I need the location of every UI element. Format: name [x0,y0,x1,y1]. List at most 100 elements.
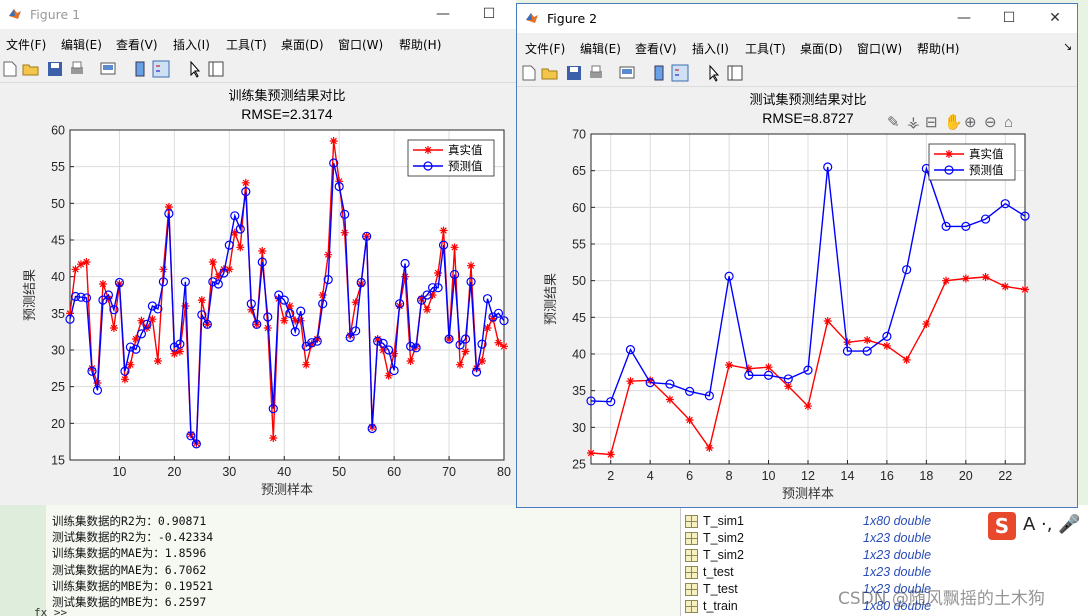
data-point [467,261,476,270]
ime-indicator[interactable]: A ·, 🎤 [1023,514,1081,535]
zoom-in-icon[interactable]: ⊕ [964,114,977,131]
data-point [862,346,872,356]
data-point [186,431,196,441]
pan-icon[interactable]: ✋ [944,113,963,131]
zoom-out-icon[interactable]: ⊖ [984,114,997,131]
data-point [406,357,415,365]
data-point [224,240,234,250]
open-file-icon[interactable] [541,64,559,82]
variable-icon [685,549,698,562]
workspace-row[interactable]: t_train 1x80 double [681,598,1088,615]
new-figure-icon[interactable] [520,64,538,82]
menu-view[interactable]: 查看(V) [116,38,158,52]
brush-icon[interactable]: ✎ [887,114,900,131]
menu-file[interactable]: 文件(F) [6,38,47,52]
home-icon[interactable]: ⌂ [1004,114,1013,131]
new-figure-icon[interactable] [1,60,19,78]
menu-desktop[interactable]: 桌面(D) [800,42,843,56]
command-output-line: 测试集数据的MAE为：6.7062 [52,562,207,577]
data-point [763,370,774,380]
command-prompt[interactable]: fx >> [34,606,68,616]
data-point [340,209,350,219]
menu-edit[interactable]: 编辑(E) [61,38,102,52]
ime-logo-icon[interactable]: S [988,512,1016,540]
colorbar-icon[interactable] [131,60,149,78]
data-point [417,294,426,303]
workspace-row[interactable]: T_sim2 1x23 double [681,547,1088,564]
y-tick-label: 40 [51,270,65,284]
data-point [922,319,931,328]
link-plot-icon[interactable] [618,64,636,82]
datatip-icon[interactable]: ⊟ [925,114,938,131]
figure2-chart[interactable]: ✎ ⚶ ⊟ ✋ ⊕ ⊖ ⌂ 2 4 6 8 10 12 14 16 18 20 22 25 30 35 40… [517,88,1078,508]
data-point [120,375,129,384]
legend-box [407,139,495,177]
property-editor-icon[interactable] [207,60,225,78]
menu-edit[interactable]: 编辑(E) [580,42,621,56]
workspace-row[interactable]: T_test 1x23 double [681,581,1088,598]
figure1-titlebar[interactable]: Figure 1 — ☐ [0,0,516,29]
x-tick-label: 2 [607,469,614,483]
data-point [395,299,405,309]
menu-desktop[interactable]: 桌面(D) [281,38,324,52]
x-tick-label: 16 [880,469,894,483]
print-icon[interactable] [68,60,86,78]
legend-icon[interactable] [152,60,170,78]
data-point [384,345,394,355]
legend-box [928,143,1016,181]
maximize-button[interactable]: ☐ [482,6,496,22]
maximize-button[interactable]: ☐ [1002,10,1016,26]
x-tick-label: 6 [686,469,693,483]
data-point [164,203,173,211]
workspace-row[interactable]: T_sim1 1x80 double [681,513,1088,530]
axes-box [590,133,1026,465]
data-point [764,363,773,372]
data-point [483,324,492,332]
variable-name: T_test [703,582,738,596]
data-point [981,273,990,281]
save-icon[interactable] [565,64,583,82]
figure2-titlebar[interactable]: Figure 2 — ☐ ✕ [517,4,1077,33]
link-plot-icon[interactable] [99,60,117,78]
menu-insert[interactable]: 插入(I) [692,42,729,56]
menu-insert[interactable]: 插入(I) [173,38,210,52]
minimize-button[interactable]: — [436,6,450,22]
data-point [942,276,951,285]
command-window[interactable]: 训练集数据的R2为：0.90871 测试集数据的R2为：-0.42334 训练集… [0,505,680,616]
open-file-icon[interactable] [22,60,40,78]
figure2-window[interactable]: Figure 2 — ☐ ✕ 文件(F) 编辑(E) 查看(V) 插入(I) 工… [516,3,1078,508]
pointer-icon[interactable] [705,64,723,82]
menu-tools[interactable]: 工具(T) [226,38,267,52]
workspace-row[interactable]: T_sim2 1x23 double [681,530,1088,547]
minimize-button[interactable]: — [957,10,971,26]
menu-help[interactable]: 帮助(H) [917,42,960,56]
ime-toolbar[interactable]: S A ·, 🎤 [985,510,1088,542]
pointer-icon[interactable] [186,60,204,78]
figure1-chart[interactable]: 10 20 30 40 50 60 70 80 15 20 25 30 35 40 45 50 55 60 真实值预… [0,84,516,505]
data-point [389,365,399,376]
close-button[interactable]: ✕ [1049,10,1061,26]
menu-help[interactable]: 帮助(H) [399,38,442,52]
data-point [197,296,206,305]
menu-tools[interactable]: 工具(T) [745,42,786,56]
data-point [241,186,251,197]
data-point [307,340,316,349]
data-point [257,257,267,267]
data-point [175,347,184,356]
save-icon[interactable] [46,60,64,78]
print-icon[interactable] [587,64,605,82]
dock-arrow-icon[interactable]: ↘ [1063,40,1073,53]
legend-icon[interactable] [671,64,689,82]
data-point [125,342,136,352]
legend-label: 真实值 [448,143,483,157]
menu-file[interactable]: 文件(F) [525,42,566,56]
figure1-window[interactable]: Figure 1 — ☐ 文件(F) 编辑(E) 查看(V) 插入(I) 工具(… [0,0,516,505]
menu-window[interactable]: 窗口(W) [857,42,903,56]
menu-window[interactable]: 窗口(W) [338,38,384,52]
workspace-row[interactable]: t_test 1x23 double [681,564,1088,581]
export-icon[interactable]: ⚶ [907,114,920,131]
property-editor-icon[interactable] [726,64,744,82]
menu-view[interactable]: 查看(V) [635,42,677,56]
colorbar-icon[interactable] [650,64,668,82]
data-point [137,316,146,325]
